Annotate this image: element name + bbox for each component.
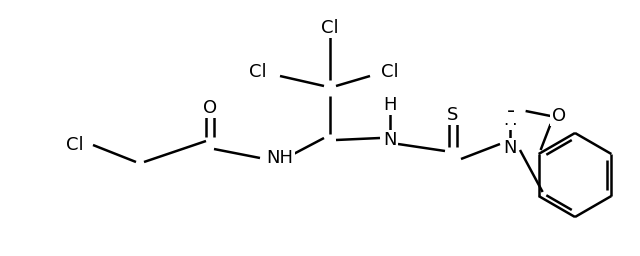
Text: N: N	[383, 131, 397, 149]
Text: NH: NH	[266, 149, 294, 167]
Text: O: O	[203, 99, 217, 117]
Text: Cl: Cl	[381, 63, 399, 81]
Text: Cl: Cl	[249, 63, 267, 81]
Text: -: -	[507, 101, 515, 121]
Text: Cl: Cl	[66, 136, 84, 154]
Text: O: O	[552, 107, 566, 125]
Text: H: H	[383, 96, 397, 114]
Text: H: H	[503, 111, 516, 129]
Text: N: N	[503, 139, 516, 157]
Text: S: S	[447, 106, 459, 124]
Text: Cl: Cl	[321, 19, 339, 37]
